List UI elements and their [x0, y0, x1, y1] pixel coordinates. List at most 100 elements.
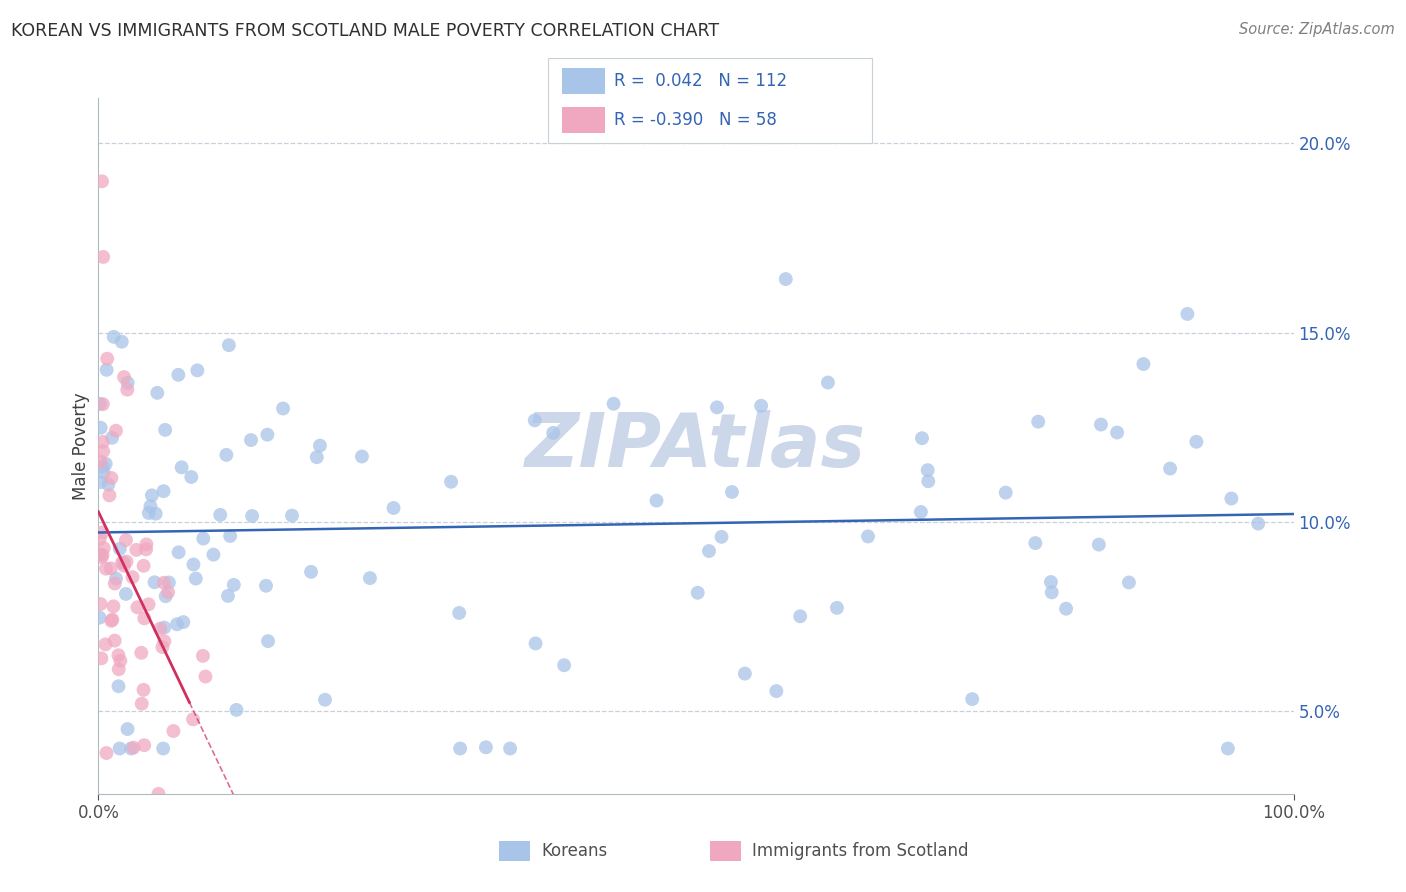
Point: [148, 787, 170, 801]
Point: [194, 669, 217, 683]
Point: [153, 423, 176, 437]
Text: R =  0.042   N = 112: R = 0.042 N = 112: [614, 72, 787, 90]
Point: [96, 746, 118, 760]
Point: [132, 558, 155, 573]
Point: [721, 485, 744, 500]
Point: [138, 598, 160, 612]
Point: [94, 637, 117, 651]
Point: [602, 397, 624, 411]
Point: [475, 740, 498, 755]
Point: [449, 741, 471, 756]
Point: [90, 597, 112, 611]
Point: [111, 556, 134, 570]
Point: [94, 561, 117, 575]
Point: [256, 427, 278, 442]
Point: [152, 640, 174, 654]
Point: [125, 542, 148, 557]
Point: [254, 579, 277, 593]
Point: [90, 475, 112, 489]
Point: [152, 484, 174, 499]
Point: [202, 548, 225, 562]
Point: [222, 578, 245, 592]
Point: [775, 272, 797, 286]
Point: [172, 615, 194, 629]
Point: [553, 658, 575, 673]
Point: [122, 740, 145, 755]
Point: [1216, 741, 1239, 756]
Point: [825, 600, 848, 615]
Point: [101, 431, 124, 445]
Point: [170, 460, 193, 475]
Text: Koreans: Koreans: [541, 842, 607, 860]
Point: [145, 507, 167, 521]
Point: [134, 611, 156, 625]
Point: [1177, 307, 1199, 321]
Point: [110, 654, 132, 668]
Point: [98, 488, 121, 502]
Point: [645, 493, 668, 508]
Point: [449, 606, 471, 620]
Point: [96, 351, 118, 366]
Point: [135, 542, 157, 557]
Point: [90, 550, 112, 565]
Point: [121, 570, 143, 584]
Text: Source: ZipAtlas.com: Source: ZipAtlas.com: [1239, 22, 1395, 37]
Point: [217, 589, 239, 603]
Text: KOREAN VS IMMIGRANTS FROM SCOTLAND MALE POVERTY CORRELATION CHART: KOREAN VS IMMIGRANTS FROM SCOTLAND MALE …: [11, 22, 720, 40]
Point: [91, 397, 114, 411]
Point: [89, 397, 111, 411]
Point: [91, 444, 114, 458]
Point: [257, 634, 280, 648]
Point: [153, 575, 176, 590]
Point: [1090, 417, 1112, 432]
Point: [153, 634, 176, 648]
Point: [541, 425, 564, 440]
Point: [686, 586, 709, 600]
Point: [1039, 574, 1062, 589]
Point: [1118, 575, 1140, 590]
Point: [350, 450, 373, 464]
Point: [146, 385, 169, 400]
Point: [155, 589, 177, 603]
Point: [1185, 434, 1208, 449]
Point: [100, 614, 122, 628]
Point: [91, 434, 114, 449]
Point: [127, 600, 149, 615]
Point: [111, 334, 134, 349]
Point: [131, 646, 153, 660]
Point: [157, 585, 180, 599]
Point: [314, 692, 336, 706]
Point: [90, 421, 112, 435]
Point: [1107, 425, 1129, 440]
Point: [911, 431, 934, 445]
Point: [93, 466, 115, 480]
Point: [100, 471, 122, 485]
Point: [765, 684, 787, 698]
Point: [100, 561, 122, 575]
Point: [186, 363, 208, 377]
Point: [91, 250, 114, 264]
Point: [219, 529, 242, 543]
Point: [697, 544, 720, 558]
Point: [271, 401, 294, 416]
Point: [115, 533, 138, 547]
Point: [309, 439, 332, 453]
Point: [240, 508, 263, 523]
Point: [115, 587, 138, 601]
Point: [96, 363, 118, 377]
Point: [112, 556, 135, 570]
Point: [706, 401, 728, 415]
Point: [103, 599, 125, 614]
Text: ZIPAtlas: ZIPAtlas: [526, 409, 866, 483]
Point: [1054, 601, 1077, 615]
Point: [184, 572, 207, 586]
Point: [91, 525, 114, 540]
Point: [103, 330, 125, 344]
Point: [94, 457, 117, 471]
Point: [108, 541, 131, 556]
Point: [143, 575, 166, 590]
Point: [90, 455, 112, 469]
Point: [91, 548, 114, 562]
Point: [994, 485, 1017, 500]
Point: [181, 712, 204, 726]
